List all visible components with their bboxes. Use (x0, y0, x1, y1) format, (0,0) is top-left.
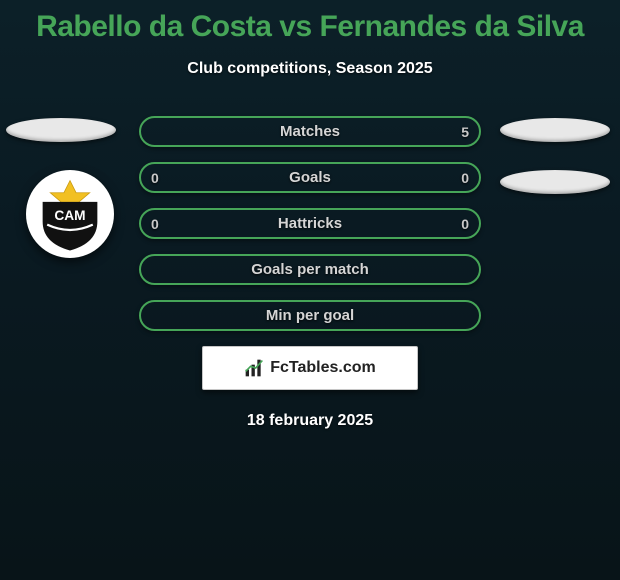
brand-text: FcTables.com (270, 359, 376, 377)
date-label: 18 february 2025 (0, 412, 620, 430)
club-badge-left: CAM (26, 170, 114, 258)
stat-row-goals: 0 Goals 0 (139, 162, 481, 193)
player-placeholder-left (6, 118, 116, 142)
svg-text:CAM: CAM (54, 208, 85, 223)
stat-value-left: 0 (151, 216, 159, 232)
stat-value-left: 0 (151, 170, 159, 186)
stat-value-right: 0 (461, 216, 469, 232)
stat-label: Goals per match (251, 261, 369, 278)
player-placeholder-right-2 (500, 170, 610, 194)
stat-label: Hattricks (278, 215, 342, 232)
stat-value-right: 0 (461, 170, 469, 186)
stat-label: Matches (280, 123, 340, 140)
subtitle: Club competitions, Season 2025 (0, 60, 620, 78)
player-placeholder-right (500, 118, 610, 142)
club-crest-icon: CAM (32, 176, 108, 252)
bar-chart-icon (244, 358, 264, 378)
stats-rows: Matches 5 0 Goals 0 0 Hattricks 0 Goals … (139, 116, 481, 331)
stat-value-right: 5 (461, 124, 469, 140)
stat-label: Goals (289, 169, 331, 186)
brand-box[interactable]: FcTables.com (202, 346, 418, 390)
stat-row-min-per-goal: Min per goal (139, 300, 481, 331)
stat-row-goals-per-match: Goals per match (139, 254, 481, 285)
stat-row-matches: Matches 5 (139, 116, 481, 147)
stat-label: Min per goal (266, 307, 354, 324)
comparison-arena: CAM Matches 5 0 Goals 0 0 Hattricks 0 Go… (0, 116, 620, 430)
page-title: Rabello da Costa vs Fernandes da Silva (0, 0, 620, 44)
stat-row-hattricks: 0 Hattricks 0 (139, 208, 481, 239)
